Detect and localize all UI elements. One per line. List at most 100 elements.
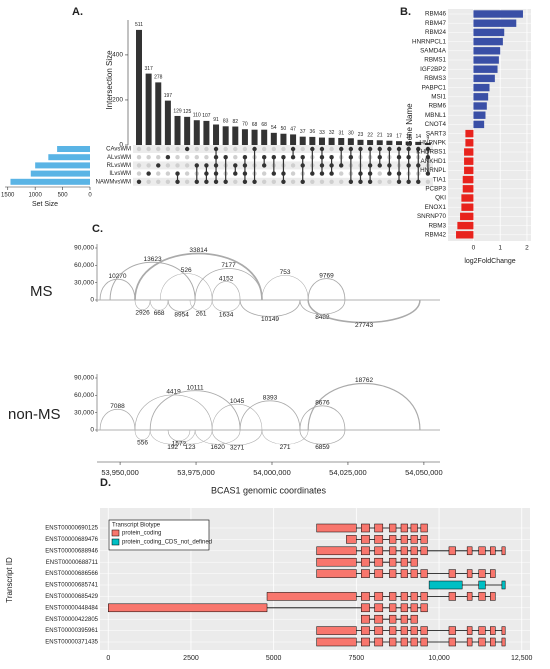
exon xyxy=(108,603,268,613)
exon xyxy=(316,637,357,647)
matrix-dot-empty xyxy=(156,171,161,176)
exon xyxy=(448,592,456,601)
exon xyxy=(374,546,384,556)
matrix-dot xyxy=(396,171,402,176)
junction-arc xyxy=(134,299,151,311)
y-tick-label: PABPC1 xyxy=(422,84,447,91)
matrix-dot xyxy=(175,171,180,176)
y-tick-label: RBM42 xyxy=(425,231,446,238)
exon xyxy=(316,569,357,578)
matrix-dot xyxy=(261,155,267,160)
y-tick-label: HNRNPCL1 xyxy=(412,38,446,45)
exon xyxy=(501,546,506,556)
matrix-dot-empty xyxy=(329,179,334,184)
matrix-dot-empty xyxy=(204,155,209,160)
bar xyxy=(465,129,474,138)
matrix-dot xyxy=(310,146,315,152)
matrix-dot xyxy=(425,146,431,152)
y-tick-label: IGF2BP2 xyxy=(420,66,446,73)
matrix-dot-empty xyxy=(184,163,190,168)
matrix-dot xyxy=(310,171,315,176)
matrix-dot-empty xyxy=(310,179,315,184)
matrix-dot-empty xyxy=(184,179,190,184)
x-axis-title: log2FoldChange xyxy=(464,258,515,265)
matrix-dot xyxy=(271,171,277,176)
exon xyxy=(374,557,384,567)
value-label: 31 xyxy=(338,130,344,136)
junction-arc xyxy=(189,299,213,312)
junction-count: 526 xyxy=(181,267,192,274)
exon xyxy=(420,603,428,613)
junction-count: 753 xyxy=(280,269,291,276)
matrix-dot xyxy=(406,179,411,184)
exon xyxy=(400,626,408,635)
value-label: 17 xyxy=(396,133,402,139)
matrix-dot xyxy=(233,171,238,176)
matrix-dot xyxy=(367,179,373,184)
matrix-dot xyxy=(300,179,305,184)
exon xyxy=(400,557,408,567)
matrix-dot-empty xyxy=(233,155,238,160)
exon xyxy=(389,592,397,601)
x-tick-label: 12,500 xyxy=(511,655,533,662)
bar xyxy=(290,134,297,145)
exon xyxy=(410,626,418,635)
junction-arc xyxy=(239,400,301,431)
y-tick-label: 30,000 xyxy=(74,279,94,286)
matrix-dot xyxy=(387,146,392,152)
bar xyxy=(213,124,220,145)
junction-count: 8954 xyxy=(174,311,189,318)
junction-arc xyxy=(307,382,421,431)
matrix-dot xyxy=(319,146,325,152)
y-tick-label: RBMS1 xyxy=(424,57,446,64)
exon xyxy=(389,535,397,544)
x-tick-label: 54,050,000 xyxy=(405,468,443,477)
matrix-dot xyxy=(242,179,248,184)
junction-count: 13623 xyxy=(144,256,162,263)
exon xyxy=(501,637,506,647)
value-label: 32 xyxy=(329,130,335,136)
exon xyxy=(400,637,408,647)
matrix-dot xyxy=(377,155,382,160)
y-tick-label: ENST00000685429 xyxy=(45,594,98,600)
matrix-dot-empty xyxy=(175,163,180,168)
bar xyxy=(415,141,422,145)
bar xyxy=(460,212,474,221)
x-tick-label: 1500 xyxy=(1,193,15,199)
bar xyxy=(462,175,474,184)
value-label: 197 xyxy=(164,93,173,99)
bar xyxy=(376,140,383,145)
value-label: 278 xyxy=(154,75,163,81)
x-tick-label: 0 xyxy=(106,655,110,662)
x-tick-label: 2500 xyxy=(183,655,199,662)
matrix-dot-empty xyxy=(290,163,296,168)
matrix-dot-empty xyxy=(146,163,151,168)
bar xyxy=(155,82,162,145)
junction-count: 261 xyxy=(196,311,207,318)
matrix-dot xyxy=(300,163,305,168)
bar xyxy=(145,73,152,145)
junction-arc xyxy=(239,299,301,317)
exon xyxy=(361,626,370,635)
junction-count: 1634 xyxy=(219,311,234,318)
junction-count: 10111 xyxy=(187,384,204,391)
set-size-bar xyxy=(35,162,90,169)
matrix-dot xyxy=(348,179,354,184)
y-tick-label: RBMS3 xyxy=(424,75,446,82)
matrix-dot-empty xyxy=(175,146,180,152)
value-label: 83 xyxy=(223,119,229,125)
matrix-dot xyxy=(213,171,219,176)
matrix-dot xyxy=(377,146,382,152)
exon xyxy=(361,535,370,544)
exon xyxy=(400,535,408,544)
bar xyxy=(456,231,474,239)
bar xyxy=(328,137,335,145)
bar xyxy=(473,102,487,110)
matrix-dot xyxy=(213,163,219,168)
bar xyxy=(396,141,403,145)
set-label: ILvsWM xyxy=(109,171,131,177)
matrix-dot-empty xyxy=(377,179,382,184)
matrix-dot-empty xyxy=(261,146,267,152)
exon xyxy=(448,569,456,578)
